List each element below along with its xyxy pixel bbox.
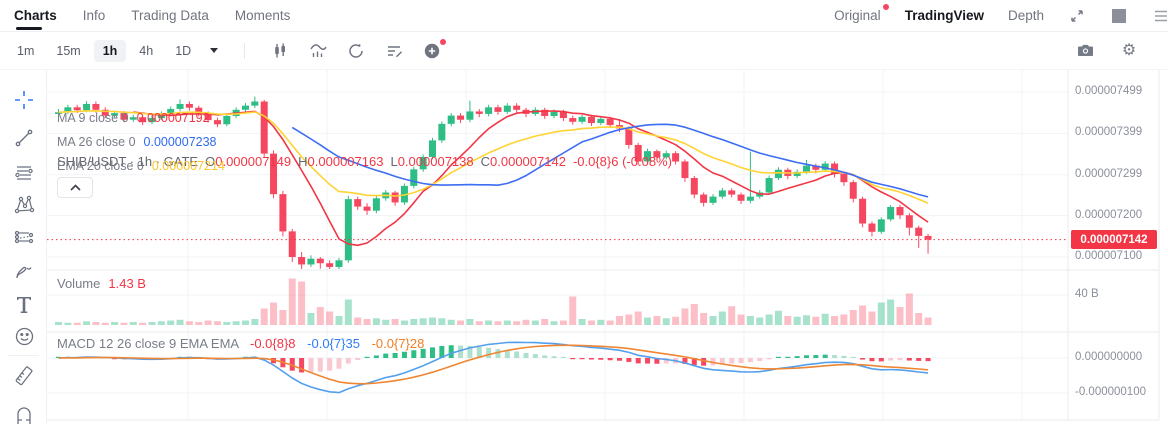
interval-1m[interactable]: 1m xyxy=(17,43,35,58)
parallel-lines-icon[interactable] xyxy=(11,159,37,185)
tab-info[interactable]: Info xyxy=(82,8,106,23)
gear-icon[interactable]: ⚙ xyxy=(1121,41,1137,59)
trend-line-icon[interactable] xyxy=(11,125,37,151)
brush-icon[interactable] xyxy=(11,259,37,285)
panel-square-icon[interactable] xyxy=(1110,7,1128,25)
volume-axis-label: 40 B xyxy=(1075,288,1099,300)
legend-collapse-button[interactable] xyxy=(57,177,93,198)
macd-axis-label: -0.000000100 xyxy=(1075,386,1146,398)
tab-original[interactable]: Original xyxy=(834,4,889,23)
chart-toolbar: 1m 15m 1h 4h 1D xyxy=(0,32,1168,70)
toolbar-separator xyxy=(244,42,246,59)
interval-1d[interactable]: 1D xyxy=(175,43,192,58)
crosshair-icon[interactable] xyxy=(11,87,37,113)
top-nav: Charts Info Trading Data Moments Origina… xyxy=(0,0,1168,32)
price-axis-label: 0.000007200 xyxy=(1075,208,1143,221)
tab-charts[interactable]: Charts xyxy=(14,0,57,31)
price-axis-label: 0.000007499 xyxy=(1075,85,1143,97)
refresh-icon[interactable] xyxy=(343,38,369,64)
interval-group: 1m 15m 1h 4h 1D xyxy=(0,38,449,64)
tab-depth[interactable]: Depth xyxy=(1007,8,1044,23)
price-axis-label: 0.000007100 xyxy=(1075,250,1143,263)
notification-dot xyxy=(882,4,889,10)
indicators-icon[interactable] xyxy=(305,38,331,64)
interval-dropdown-caret[interactable] xyxy=(206,44,222,57)
tab-moments[interactable]: Moments xyxy=(234,8,291,23)
sidebar-divider xyxy=(8,355,39,356)
emoji-icon[interactable] xyxy=(11,323,37,349)
magnet-partial-icon[interactable] xyxy=(11,402,37,424)
drawing-sidebar xyxy=(0,70,47,424)
interval-15m[interactable]: 15m xyxy=(56,43,81,58)
tab-tradingview[interactable]: TradingView xyxy=(904,8,984,23)
text-tool-icon[interactable] xyxy=(11,291,37,317)
nav-tabs: Charts Info Trading Data Moments xyxy=(0,0,290,31)
macd-axis-label: 0.000000000 xyxy=(1075,351,1143,363)
ruler-icon[interactable] xyxy=(11,363,37,389)
add-circle-icon[interactable] xyxy=(419,38,447,64)
tab-trading-data[interactable]: Trading Data xyxy=(131,8,209,23)
camera-icon[interactable] xyxy=(1072,38,1098,64)
edit-list-icon[interactable] xyxy=(381,38,407,64)
expand-icon[interactable] xyxy=(1068,7,1086,25)
toolbar-right: ⚙ xyxy=(1068,38,1168,64)
notification-dot xyxy=(440,38,447,45)
menu-hamburger-icon[interactable] xyxy=(1152,7,1168,25)
chart-area: SHIB/USDT · 1h · GATE O0.000007149 H0.00… xyxy=(47,70,1160,424)
interval-4h[interactable]: 4h xyxy=(139,43,154,58)
price-axis-label: 0.000007299 xyxy=(1075,167,1143,180)
last-price-badge: 0.000007142 xyxy=(1071,230,1157,250)
chart-mode-tabs: Original TradingView Depth xyxy=(834,4,1168,25)
chart-canvas[interactable] xyxy=(47,70,1160,424)
candle-style-icon[interactable] xyxy=(267,38,293,64)
forecast-icon[interactable] xyxy=(11,225,37,251)
xabcd-pattern-icon[interactable] xyxy=(11,191,37,217)
price-axis-label: 0.000007399 xyxy=(1075,126,1143,139)
interval-1h[interactable]: 1h xyxy=(93,39,127,62)
tab-original-label: Original xyxy=(834,8,881,23)
